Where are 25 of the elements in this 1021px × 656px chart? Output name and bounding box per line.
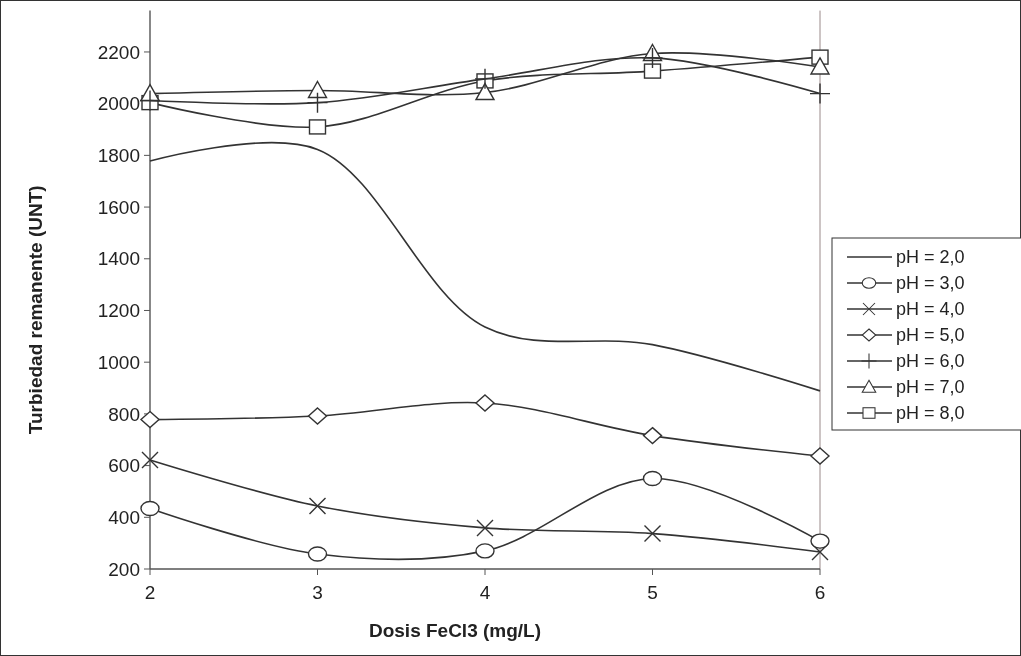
x-tick-label: 4 [479,582,491,603]
y-tick-label: 2000 [97,93,140,115]
x-axis-title: Dosis FeCl3 (mg/L) [368,620,542,641]
legend-label: pH = 8,0 [896,403,965,424]
legend-label: pH = 5,0 [896,325,965,346]
x-tick-label: 3 [312,582,323,603]
y-tick-label: 1600 [97,196,140,218]
x-tick-label: 6 [814,582,826,603]
y-tick-label: 1800 [97,145,140,167]
y-axis-title: Turbiedad remanente (UNT) [25,185,46,435]
y-tick-label: 200 [108,558,140,580]
y-tick-label: 1000 [97,351,140,373]
y-tick-label: 600 [108,455,140,477]
x-tick-label: 2 [144,582,156,603]
y-tick-label: 1200 [97,300,140,322]
legend-label: pH = 6,0 [896,351,965,372]
x-tick-label: 5 [647,582,658,603]
legend-label: pH = 2,0 [896,247,965,268]
legend-label: pH = 4,0 [896,299,965,320]
y-tick-label: 2200 [97,41,140,63]
y-tick-label: 1400 [97,248,140,270]
legend-label: pH = 3,0 [896,273,965,294]
y-tick-label: 800 [108,403,140,425]
y-tick-label: 400 [108,506,140,528]
legend-label: pH = 7,0 [896,377,965,398]
